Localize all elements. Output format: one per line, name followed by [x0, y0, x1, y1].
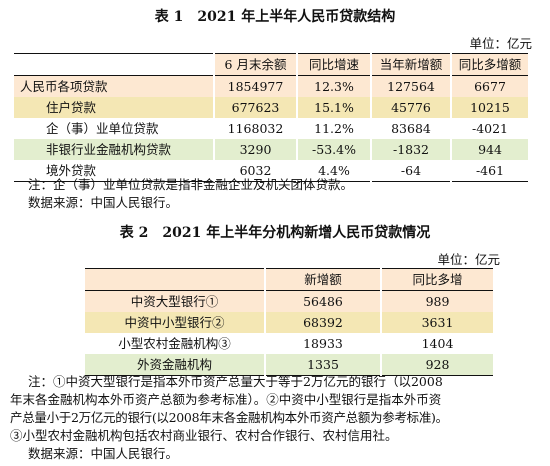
cell: 6032 [214, 160, 298, 182]
cell: 15.1% [297, 97, 372, 118]
cell: 18933 [265, 333, 382, 354]
table-row: 人民币各项贷款 1854977 12.3% 127564 6677 [14, 75, 528, 97]
row-label: 企（事）业单位贷款 [14, 118, 215, 139]
table1-source: 数据来源：中国人民银行。 [28, 195, 179, 210]
table2-header-new: 新增额 [265, 268, 382, 291]
table-row: 住户贷款 677623 15.1% 45776 10215 [14, 97, 528, 118]
cell: 677623 [214, 97, 298, 118]
table1-header-row: 6 月末余额 同比增速 当年新增额 同比多增额 [14, 53, 528, 76]
table2-note-line-1: 注：①中资大型银行是指本外币资产总量大于等于2万亿元的银行（以2008 [28, 374, 443, 389]
cell: 11.2% [297, 118, 372, 139]
cell: -461 [475, 163, 505, 178]
cell: 12.3% [297, 75, 372, 97]
cell: 6677 [451, 75, 528, 97]
cell: 3631 [381, 312, 493, 333]
table2-note-line-2: 年末各金融机构本外币资产总额为参考标准）。②中资中小型银行是指本外币资 [10, 392, 442, 407]
table1-header-blank [14, 53, 215, 76]
row-label: 中资中小型银行② [85, 312, 266, 333]
row-label: 非银行业金融机构贷款 [14, 139, 215, 160]
table-row: 企（事）业单位贷款 1168032 11.2% 83684 -4021 [14, 118, 528, 139]
table2-source: 数据来源：中国人民银行。 [28, 446, 179, 461]
row-label: 住户贷款 [14, 97, 215, 118]
cell: -4021 [471, 121, 509, 136]
table2-header-row: 新增额 同比多增 [85, 268, 493, 291]
table1-unit: 单位：亿元 [469, 36, 532, 51]
cell: 944 [451, 139, 528, 160]
table2-title: 表 2 2021 年上半年分机构新增人民币贷款情况 [119, 225, 431, 241]
cell: 10215 [451, 97, 528, 118]
table-row: 非银行业金融机构贷款 3290 -53.4% -1832 944 [14, 139, 528, 160]
table-row: 中资大型银行① 56486 989 [85, 290, 493, 312]
row-label: 小型农村金融机构③ [85, 333, 266, 354]
cell: 928 [381, 354, 493, 376]
row-label: 外资金融机构 [85, 354, 266, 376]
cell: 56486 [265, 290, 382, 312]
table2-note-line-3: 产总量小于2万亿元的银行(以2008年末各金融机构本外币资产总额为参考标准)。 [10, 410, 448, 425]
table-row: 境外贷款 6032 4.4% -64 -461 [14, 160, 528, 182]
table2: 新增额 同比多增 中资大型银行① 56486 989 中资中小型银行② 6839… [85, 268, 493, 376]
cell: -53.4% [297, 139, 372, 160]
row-label: 境外贷款 [14, 160, 215, 182]
table1-header-new: 当年新增额 [371, 53, 452, 76]
cell: 989 [381, 290, 493, 312]
row-label: 中资大型银行① [85, 290, 266, 312]
table-row: 小型农村金融机构③ 18933 1404 [85, 333, 493, 354]
table-row: 中资中小型银行② 68392 3631 [85, 312, 493, 333]
cell: 45776 [371, 97, 452, 118]
cell: 3290 [214, 139, 298, 160]
row-label: 人民币各项贷款 [14, 75, 215, 97]
cell: 4.4% [297, 160, 372, 182]
table2-header-more: 同比多增 [381, 268, 493, 291]
table1-title: 表 1 2021 年上半年人民币贷款结构 [154, 9, 396, 25]
cell: 83684 [371, 118, 452, 139]
table1: 6 月末余额 同比增速 当年新增额 同比多增额 人民币各项贷款 1854977 … [14, 53, 528, 182]
cell: 1168032 [214, 118, 298, 139]
cell: 127564 [371, 75, 452, 97]
table2-unit: 单位：亿元 [437, 252, 500, 267]
table2-header-blank [85, 268, 266, 291]
table-row: 外资金融机构 1335 928 [85, 354, 493, 376]
table1-header-balance: 6 月末余额 [214, 53, 298, 76]
cell: -64 [371, 160, 452, 182]
cell: 1335 [265, 354, 382, 376]
cell: -1832 [371, 139, 452, 160]
cell: 1854977 [214, 75, 298, 97]
table1-header-growth: 同比增速 [297, 53, 372, 76]
cell: 1404 [421, 336, 454, 351]
table1-header-more: 同比多增额 [451, 53, 528, 76]
table1-note: 注：企（事）业单位贷款是指非金融企业及机关团体贷款。 [28, 177, 354, 192]
table2-note-line-4: ③小型农村金融机构包括农村商业银行、农村合作银行、农村信用社。 [10, 428, 398, 443]
cell: 68392 [265, 312, 382, 333]
